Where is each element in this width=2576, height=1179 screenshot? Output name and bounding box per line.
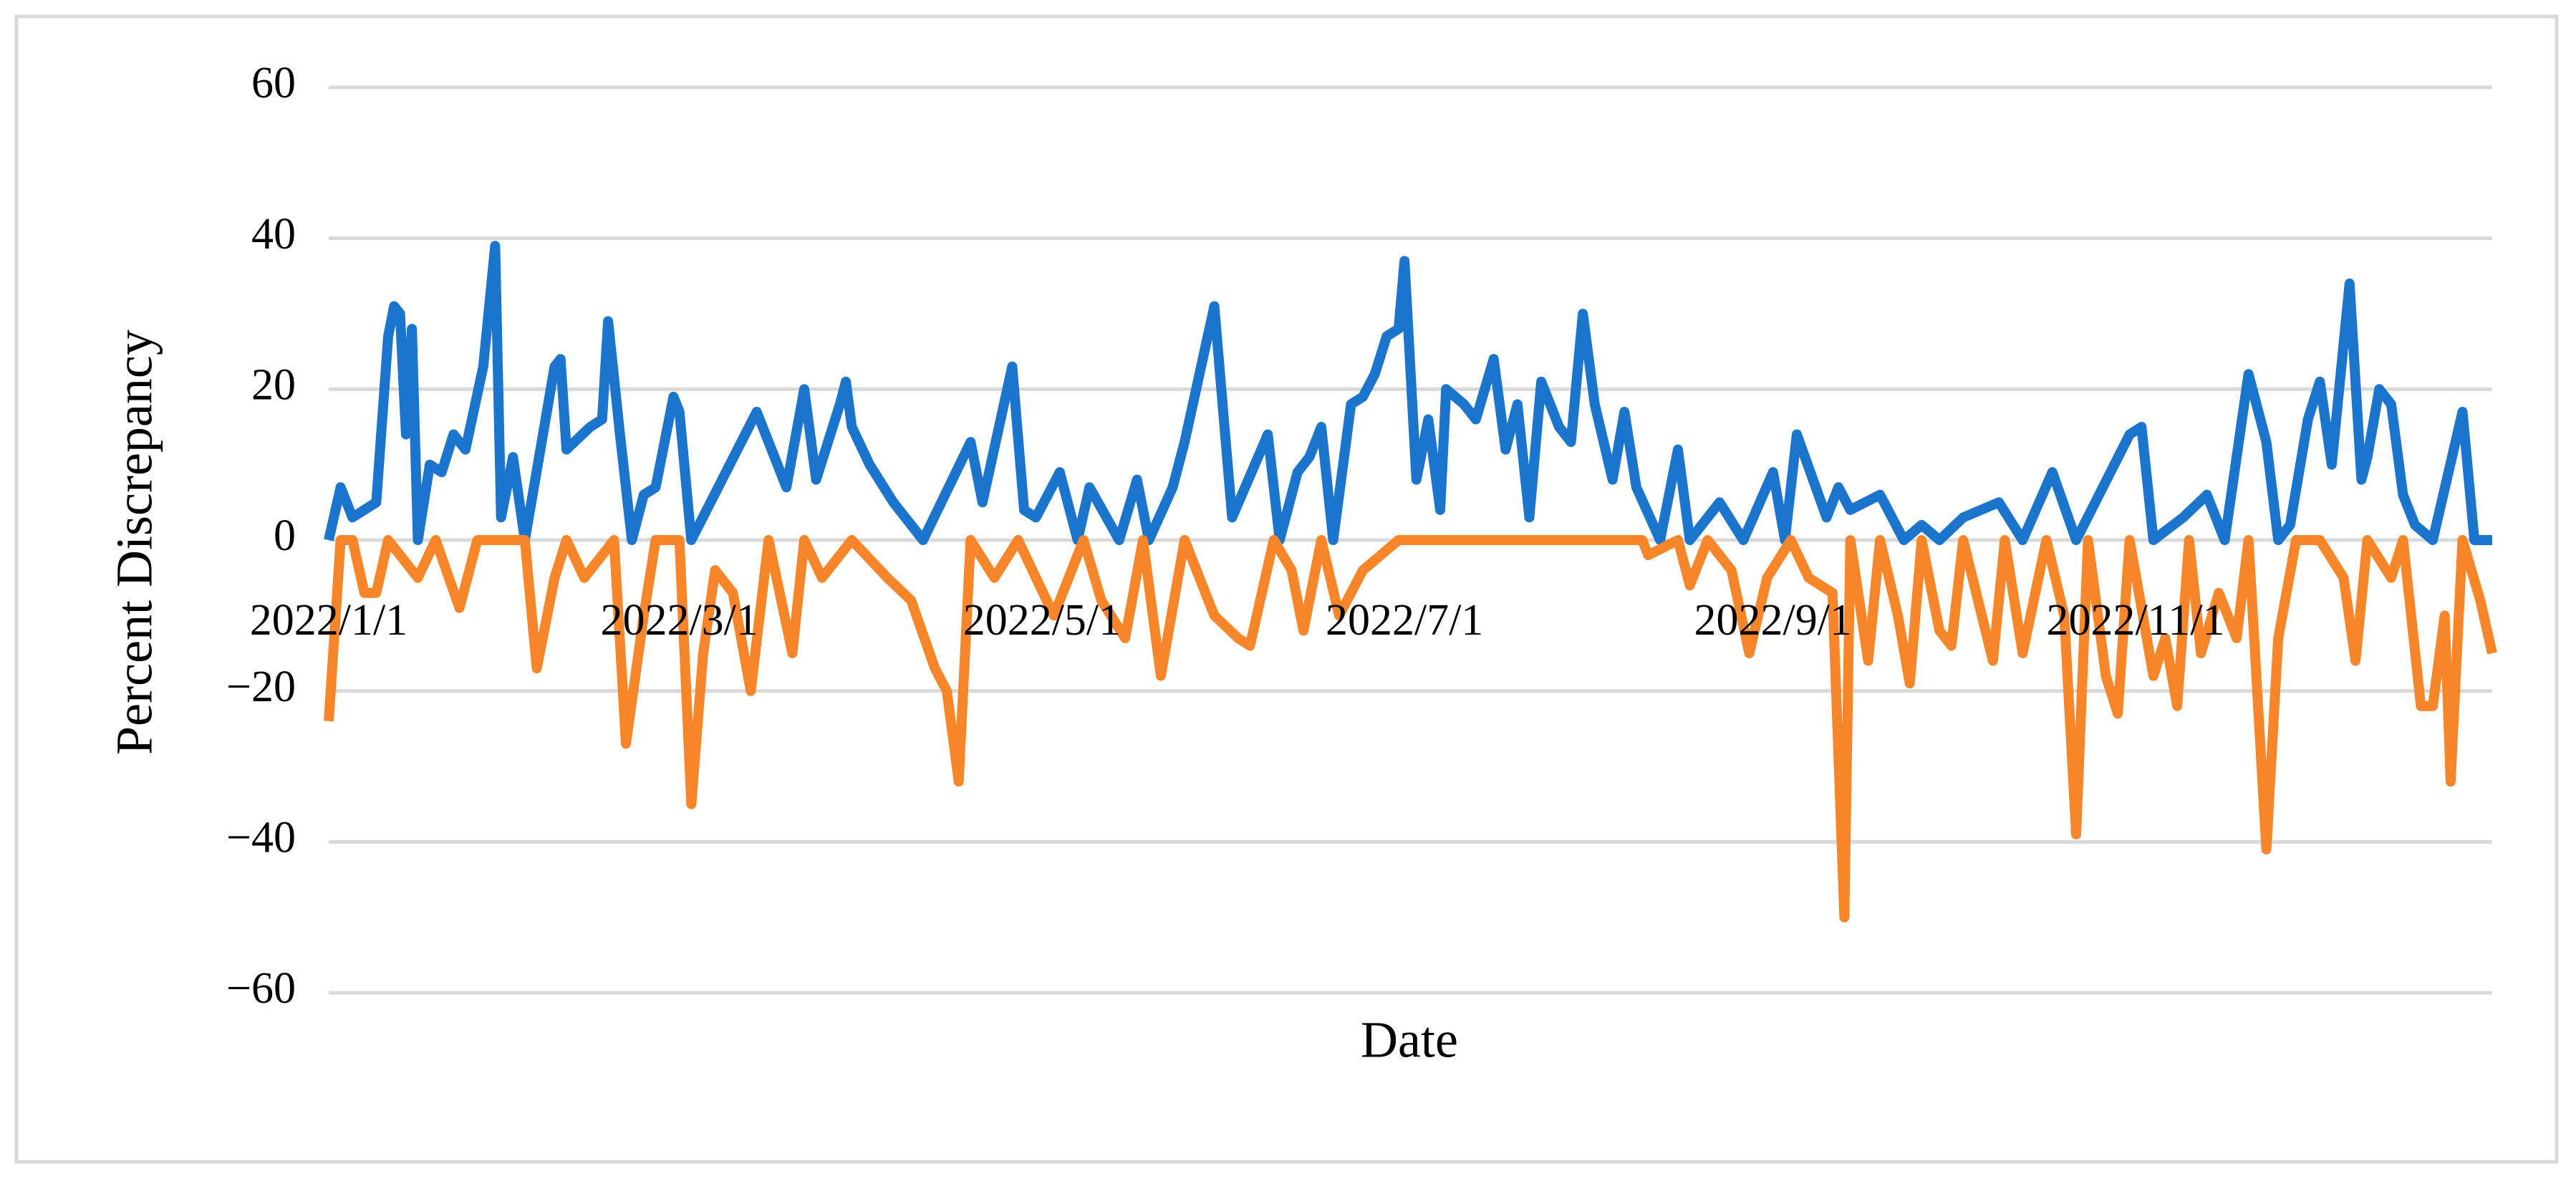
x-axis-label: Date bbox=[1361, 1011, 1458, 1069]
x-tick-label: 2022/9/1 bbox=[1694, 596, 1852, 645]
y-tick-label: −20 bbox=[226, 663, 296, 711]
x-tick-label: 2022/5/1 bbox=[963, 596, 1121, 645]
x-tick-label: 2022/3/1 bbox=[600, 596, 758, 645]
y-tick-label: 0 bbox=[274, 511, 296, 560]
data-line bbox=[324, 535, 2497, 923]
y-tick-label: −60 bbox=[226, 964, 296, 1013]
y-tick-label: 20 bbox=[251, 361, 296, 410]
labels: 60 40 20 0 −20 −40 −60 2022/1/1 2022/3/1 2022/5/1… bbox=[226, 59, 2225, 1013]
x-tick-label: 2022/11/1 bbox=[2046, 596, 2224, 645]
chart-frame bbox=[14, 14, 2559, 1164]
y-tick-label: −40 bbox=[226, 814, 296, 862]
y-axis-label: Percent Discrepancy bbox=[106, 329, 163, 755]
data-line bbox=[324, 241, 2492, 545]
y-tick-label: 60 bbox=[251, 59, 296, 107]
x-tick-label: 2022/1/1 bbox=[250, 596, 407, 645]
y-tick-label: 40 bbox=[251, 210, 296, 259]
plot-lines bbox=[324, 241, 2497, 923]
x-tick-label: 2022/7/1 bbox=[1326, 596, 1483, 645]
